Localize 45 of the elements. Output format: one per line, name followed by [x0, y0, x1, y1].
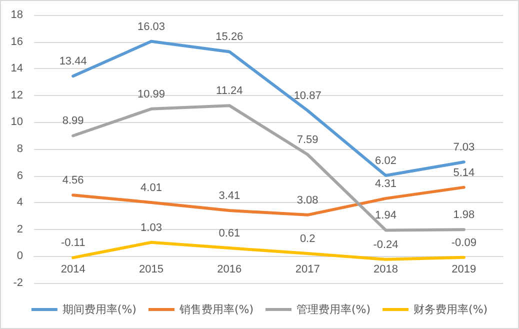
- data-label: 4.01: [140, 182, 162, 194]
- data-label: 13.44: [59, 56, 87, 68]
- data-label: -0.11: [60, 237, 86, 250]
- data-label: 7.03: [453, 142, 475, 154]
- data-label: 3.41: [218, 190, 240, 202]
- x-tick-label: 2019: [452, 264, 476, 276]
- data-label: 15.26: [216, 31, 244, 44]
- data-label: 10.99: [137, 88, 166, 100]
- x-tick-label: 2015: [139, 264, 164, 276]
- data-label: 4.31: [375, 178, 396, 190]
- data-label: 0.61: [218, 228, 240, 240]
- data-label: -0.09: [451, 236, 476, 249]
- x-tick-label: 2014: [60, 264, 86, 276]
- data-label: 1.94: [375, 210, 396, 222]
- legend-label: 管理费用率(%): [296, 303, 371, 316]
- x-tick-label: 2018: [374, 264, 398, 276]
- y-tick-label: 6: [16, 170, 23, 182]
- data-label: 7.59: [296, 134, 318, 146]
- data-label: -0.24: [373, 238, 398, 251]
- data-label: 0.2: [300, 233, 316, 246]
- data-label: 8.99: [62, 115, 84, 128]
- data-label: 1.98: [453, 209, 475, 222]
- data-label: 3.08: [296, 194, 318, 206]
- x-tick-label: 2017: [295, 264, 320, 276]
- y-tick-label: 12: [10, 89, 23, 102]
- data-label: 5.14: [453, 166, 475, 179]
- data-label: 6.02: [375, 155, 396, 168]
- legend-label: 期间费用率(%): [62, 303, 136, 316]
- legend-label: 销售费用率(%): [178, 303, 254, 316]
- y-tick-label: 0: [16, 250, 23, 262]
- data-label: 4.56: [62, 174, 84, 187]
- data-label: 10.87: [294, 90, 322, 102]
- y-tick-label: 18: [10, 9, 23, 21]
- y-tick-label: 14: [10, 62, 23, 75]
- y-tick-label: 16: [10, 36, 23, 48]
- x-tick-label: 2016: [217, 264, 242, 276]
- data-label: 16.03: [137, 20, 166, 33]
- data-label: 11.24: [216, 85, 243, 98]
- y-tick-label: 2: [16, 223, 23, 236]
- y-tick-label: 8: [16, 143, 23, 155]
- data-label: 1.03: [140, 222, 162, 234]
- legend-label: 财务费用率(%): [414, 303, 488, 316]
- y-tick-label: 10: [10, 116, 23, 128]
- y-tick-label: -2: [13, 277, 23, 289]
- y-tick-label: 4: [16, 196, 23, 209]
